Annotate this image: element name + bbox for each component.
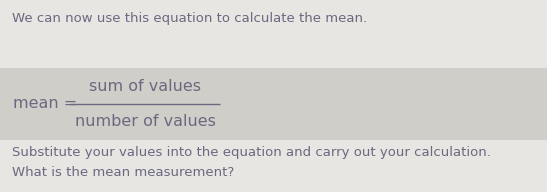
Text: Substitute your values into the equation and carry out your calculation.: Substitute your values into the equation… [12, 146, 491, 159]
Text: We can now use this equation to calculate the mean.: We can now use this equation to calculat… [12, 12, 367, 25]
Text: sum of values: sum of values [89, 79, 201, 94]
Text: mean =: mean = [13, 97, 77, 112]
FancyBboxPatch shape [0, 68, 547, 140]
Text: What is the mean measurement?: What is the mean measurement? [12, 166, 234, 179]
Text: number of values: number of values [74, 114, 216, 129]
